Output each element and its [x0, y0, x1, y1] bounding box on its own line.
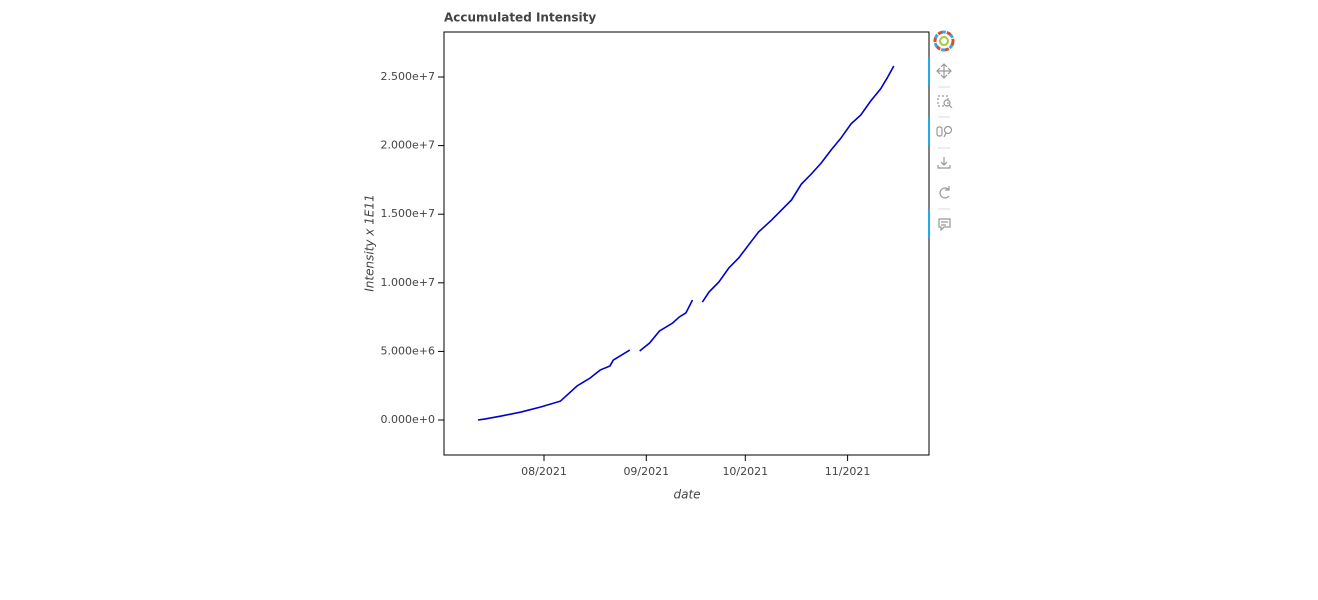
active-indicator [928, 117, 930, 146]
x-tick-label: 09/2021 [623, 465, 669, 478]
hover-tool[interactable] [938, 218, 951, 232]
chart-title: Accumulated Intensity [444, 11, 596, 25]
y-tick-label: 0.000e+0 [381, 413, 435, 426]
data-line [477, 65, 895, 421]
box-zoom-tool[interactable] [937, 95, 953, 109]
active-indicator [928, 209, 930, 238]
y-tick-label: 1.000e+7 [381, 276, 435, 289]
y-tick-label: 1.500e+7 [381, 207, 435, 220]
pan-tool[interactable] [936, 63, 952, 79]
y-tick-label: 2.000e+7 [381, 139, 435, 152]
y-tick-label: 2.500e+7 [381, 70, 435, 83]
wheel-zoom-tool[interactable] [936, 125, 953, 138]
y-tick-label: 5.000e+6 [381, 344, 435, 357]
x-axis-label: date [673, 488, 700, 502]
save-tool[interactable] [937, 157, 951, 169]
toolbar [928, 30, 955, 238]
active-indicator [928, 57, 930, 85]
plot-frame [443, 31, 930, 456]
x-tick-label: 10/2021 [722, 465, 768, 478]
bokeh-logo[interactable] [933, 30, 955, 52]
y-axis-label: Intensity x 1E11 [363, 194, 377, 291]
x-tick-label: 11/2021 [825, 465, 871, 478]
reset-tool[interactable] [939, 186, 950, 199]
x-tick-label: 08/2021 [521, 465, 567, 478]
